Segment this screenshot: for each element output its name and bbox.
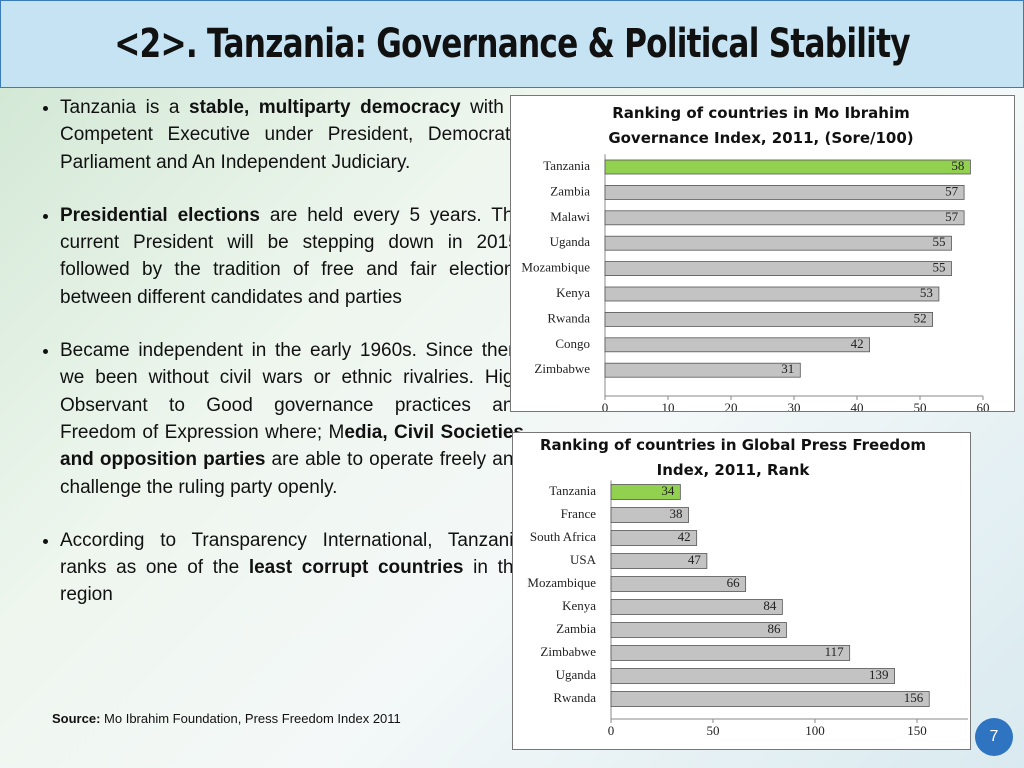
y-tick-label: Kenya xyxy=(562,598,596,613)
y-tick-label: France xyxy=(561,506,597,521)
chart: 0 10 20 30 40 50 60 Tanzania 58 Zambia 57 Malawi 57 U… xyxy=(521,154,990,411)
bullet-text: According to Transparency International,… xyxy=(60,529,524,579)
y-tick-label: Zimbabwe xyxy=(540,644,596,659)
x-tick-label: 150 xyxy=(907,723,927,738)
x-tick-label: 60 xyxy=(977,400,990,411)
bullet: According to Transparency International,… xyxy=(60,527,524,609)
y-tick-label: Rwanda xyxy=(553,690,596,705)
x-tick-label: 0 xyxy=(608,723,615,738)
data-label: 57 xyxy=(945,209,959,224)
bar xyxy=(604,337,871,353)
bullet-text: stable, multiparty democracy xyxy=(189,97,461,118)
chart: 0 50 100 150 Tanzania 34 France 38 South Africa 4… xyxy=(527,480,968,738)
bar xyxy=(610,576,747,592)
bullet-text: are held every 5 years. The current Pres… xyxy=(60,204,524,308)
data-label: 66 xyxy=(727,575,741,590)
source-note: Source: Mo Ibrahim Foundation, Press Fre… xyxy=(52,711,401,726)
bullet-text: in the region xyxy=(60,557,524,606)
bullet-text: edia, Civil Societies and opposition par… xyxy=(60,421,524,471)
y-tick-label: Zambia xyxy=(556,621,596,636)
y-tick-label: Rwanda xyxy=(547,310,590,325)
data-label: 139 xyxy=(869,667,889,682)
bar xyxy=(610,668,895,684)
y-tick-label: USA xyxy=(570,552,597,567)
bullet-text: Presidential elections xyxy=(60,204,260,226)
bullet: Became independent in the early 1960s. S… xyxy=(60,337,524,501)
bar xyxy=(610,691,930,707)
data-label: 42 xyxy=(851,336,864,351)
x-tick-label: 30 xyxy=(788,400,801,411)
bar xyxy=(610,507,689,523)
x-tick-label: 100 xyxy=(805,723,825,738)
chart-panel: Ranking of countries in Global Press Fre… xyxy=(512,432,971,750)
bar xyxy=(604,362,801,378)
data-label: 52 xyxy=(914,310,927,325)
bar xyxy=(610,530,698,546)
data-label: 34 xyxy=(661,483,675,498)
data-label: 84 xyxy=(763,598,777,613)
source-label: Source: xyxy=(52,711,101,726)
y-tick-label: Tanzania xyxy=(549,483,596,498)
x-tick-label: 50 xyxy=(707,723,720,738)
data-label: 58 xyxy=(951,158,964,173)
data-label: 38 xyxy=(670,506,683,521)
data-label: 42 xyxy=(678,529,691,544)
bullet-text: Tanzania is a xyxy=(60,97,190,118)
bullet: Tanzania is a stable, multiparty democra… xyxy=(60,94,524,176)
data-label: 55 xyxy=(933,260,946,275)
title-bar: <2>. Tanzania: Governance & Political St… xyxy=(0,0,1024,88)
bar xyxy=(604,159,971,175)
bullet-list: Tanzania is a stable, multiparty democra… xyxy=(38,94,524,635)
bullet-text: least corrupt countries xyxy=(248,557,464,579)
data-label: 117 xyxy=(825,644,845,659)
data-label: 55 xyxy=(933,234,946,249)
y-tick-label: Mozambique xyxy=(521,260,590,275)
bullet-text: are able to operate freely and challenge… xyxy=(60,449,524,498)
source-text: Mo Ibrahim Foundation, Press Freedom Ind… xyxy=(104,711,401,726)
bar xyxy=(604,261,952,277)
y-tick-label: Mozambique xyxy=(527,575,596,590)
page-number: 7 xyxy=(975,718,1013,756)
bar xyxy=(604,185,965,200)
bullet-text: Became independent in the early 1960s. S… xyxy=(60,340,524,443)
data-label: 31 xyxy=(781,361,794,376)
bar xyxy=(604,311,934,327)
y-tick-label: Tanzania xyxy=(543,158,590,173)
x-tick-label: 10 xyxy=(662,400,675,411)
data-label: 156 xyxy=(904,690,924,705)
y-tick-label: Kenya xyxy=(556,285,590,300)
bullet: Presidential elections are held every 5 … xyxy=(60,202,524,311)
bar xyxy=(610,553,708,569)
y-tick-label: Congo xyxy=(555,336,590,351)
y-tick-label: Malawi xyxy=(550,209,590,224)
chart-title: Ranking of countries in Global Press Fre… xyxy=(539,436,927,479)
bar xyxy=(610,484,681,500)
bar xyxy=(610,599,783,615)
x-tick-label: 0 xyxy=(602,400,609,411)
data-label: 47 xyxy=(688,552,702,567)
y-tick-label: Zimbabwe xyxy=(534,361,590,376)
y-tick-label: Uganda xyxy=(556,667,597,682)
x-tick-label: 50 xyxy=(914,400,927,411)
y-tick-label: South Africa xyxy=(530,529,596,544)
y-tick-label: Uganda xyxy=(550,234,591,249)
slide-title: <2>. Tanzania: Governance & Political St… xyxy=(114,21,910,67)
bar xyxy=(610,645,851,661)
bar xyxy=(604,210,965,226)
y-tick-label: Zambia xyxy=(550,183,590,198)
bar xyxy=(604,235,952,251)
chart-title: Ranking of countries in Mo Ibrahim Gover… xyxy=(608,104,914,147)
bar xyxy=(610,622,787,638)
x-tick-label: 20 xyxy=(725,400,738,411)
data-label: 57 xyxy=(945,183,959,198)
bar xyxy=(604,286,940,302)
chart-panel: Ranking of countries in Mo Ibrahim Gover… xyxy=(510,95,1015,412)
data-label: 86 xyxy=(767,621,781,636)
data-label: 53 xyxy=(920,285,933,300)
x-tick-label: 40 xyxy=(851,400,864,411)
bullet-text: with a Competent Executive under Preside… xyxy=(60,97,525,173)
